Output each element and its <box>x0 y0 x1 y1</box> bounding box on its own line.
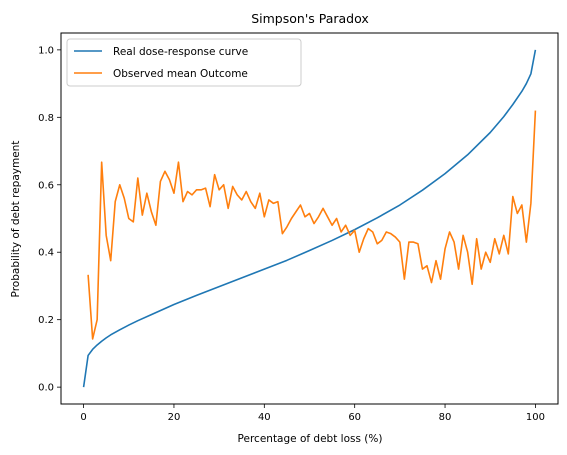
y-axis-label: Probability of debt repayment <box>10 141 22 298</box>
y-tick-label: 0.8 <box>38 113 54 124</box>
plot-frame <box>60 32 559 405</box>
plot-area <box>61 33 558 404</box>
series-observed-mean-line <box>87 110 537 340</box>
y-tick-label: 0.0 <box>38 383 54 394</box>
x-tick-label: 40 <box>258 412 271 423</box>
legend: Real dose-response curve Observed mean O… <box>66 38 302 87</box>
series-layer <box>82 49 537 388</box>
x-axis: 0 20 40 60 80 100 <box>80 404 545 423</box>
y-tick-label: 0.4 <box>38 248 54 259</box>
chart-title: Simpson's Paradox <box>251 11 369 26</box>
x-tick-label: 60 <box>348 412 361 423</box>
y-axis: 0.0 0.2 0.4 0.6 0.8 1.0 <box>38 45 61 394</box>
x-tick-label: 80 <box>439 412 452 423</box>
y-tick-label: 1.0 <box>38 45 54 56</box>
x-tick-label: 100 <box>526 412 545 423</box>
y-tick-label: 0.6 <box>38 180 54 191</box>
y-tick-label: 0.2 <box>38 315 54 326</box>
legend-box <box>66 38 302 87</box>
series-real-dose-response-line <box>82 49 537 388</box>
x-tick-label: 0 <box>80 412 86 423</box>
x-axis-label: Percentage of debt loss (%) <box>238 433 383 445</box>
legend-label-observed: Observed mean Outcome <box>113 68 248 80</box>
legend-label-real: Real dose-response curve <box>113 46 248 58</box>
x-tick-label: 20 <box>168 412 181 423</box>
